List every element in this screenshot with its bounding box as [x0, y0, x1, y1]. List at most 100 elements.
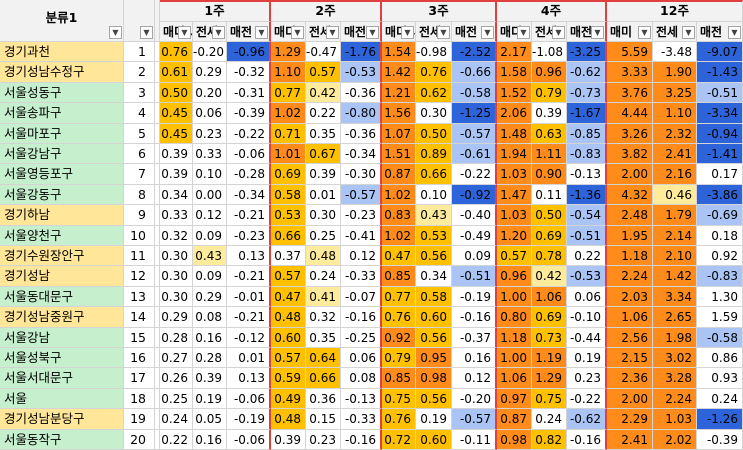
- index-header: ▼: [124, 0, 155, 42]
- value-cell: 0.39: [193, 368, 227, 389]
- filter-button[interactable]: ▼: [401, 26, 414, 39]
- filter-button[interactable]: ▼: [212, 26, 225, 39]
- value-cell: 1.00: [497, 287, 532, 307]
- spacer-cell: [155, 368, 160, 389]
- row-name: 서울강남구: [0, 144, 124, 164]
- value-cell: 0.58: [271, 185, 306, 205]
- value-cell: 3.28: [653, 368, 697, 389]
- value-cell: 2.17: [497, 42, 532, 62]
- spacer-header: [155, 0, 160, 42]
- value-cell: 0.25: [306, 226, 341, 246]
- value-cell: 0.76: [382, 307, 416, 328]
- value-cell: 0.80: [497, 307, 532, 328]
- value-cell: 0.48: [271, 307, 306, 328]
- value-cell: -1.08: [532, 42, 567, 62]
- value-cell: 0.53: [416, 226, 452, 246]
- value-cell: 0.16: [452, 348, 497, 368]
- week-3-col-1-header: 매디↓▼: [382, 22, 416, 42]
- row-name: 경기하남: [0, 205, 124, 226]
- value-cell: 0.46: [653, 185, 697, 205]
- value-cell: 0.92: [382, 328, 416, 348]
- value-cell: 3.02: [653, 348, 697, 368]
- value-cell: 0.50: [532, 205, 567, 226]
- value-cell: 0.50: [416, 124, 452, 144]
- value-cell: 0.57: [497, 246, 532, 266]
- row-name: 서울성북구: [0, 348, 124, 368]
- filter-button[interactable]: ▼: [517, 26, 530, 39]
- filter-button[interactable]: ▼: [178, 26, 191, 39]
- spacer-cell: [155, 328, 160, 348]
- value-cell: 4.32: [607, 185, 653, 205]
- week-4-col-1-header: 매디↓ ▼: [497, 22, 532, 42]
- week-header-1: 1주: [160, 0, 271, 22]
- sub-header-label: 매전: [344, 25, 367, 39]
- spacer-cell: [155, 185, 160, 205]
- index-filter-button[interactable]: ▼: [140, 26, 153, 39]
- filter-button[interactable]: ▼: [552, 26, 565, 39]
- filter-button[interactable]: ▼: [481, 26, 494, 39]
- value-cell: 0.53: [271, 205, 306, 226]
- value-cell: -3.86: [697, 185, 743, 205]
- value-cell: -0.12: [227, 328, 271, 348]
- value-cell: 3.76: [607, 83, 653, 103]
- value-cell: 0.23: [306, 430, 341, 450]
- spacer-cell: [155, 348, 160, 368]
- week-5-col-3-header: 매전 ▼: [697, 22, 743, 42]
- value-cell: 0.29: [160, 307, 193, 328]
- value-cell: 0.36: [306, 389, 341, 409]
- value-cell: 0.75: [382, 389, 416, 409]
- value-cell: -0.85: [567, 124, 607, 144]
- value-cell: 0.48: [306, 246, 341, 266]
- filter-button[interactable]: ▼: [682, 26, 695, 39]
- value-cell: -0.69: [697, 205, 743, 226]
- filter-button[interactable]: ▼: [255, 26, 268, 39]
- filter-button[interactable]: ▼: [437, 26, 450, 39]
- value-cell: 0.34: [416, 266, 452, 287]
- value-cell: 0.24: [532, 409, 567, 430]
- value-cell: 0.06: [341, 348, 382, 368]
- filter-button[interactable]: ▼: [291, 26, 304, 39]
- value-cell: 2.65: [653, 307, 697, 328]
- value-cell: 0.77: [382, 287, 416, 307]
- value-cell: 0.45: [160, 103, 193, 124]
- week-4-col-3-header: 매전 ▼: [567, 22, 607, 42]
- filter-button[interactable]: ▼: [366, 26, 379, 39]
- row-name: 서울마포구: [0, 124, 124, 144]
- category-filter-button[interactable]: ▼: [109, 26, 122, 39]
- value-cell: 1.18: [607, 246, 653, 266]
- spacer-cell: [155, 103, 160, 124]
- week-1-col-3-header: 매전 ▼: [227, 22, 271, 42]
- value-cell: -2.52: [452, 42, 497, 62]
- value-cell: 1.79: [653, 205, 697, 226]
- value-cell: -0.16: [341, 307, 382, 328]
- value-cell: -0.83: [697, 266, 743, 287]
- value-cell: 1.02: [271, 103, 306, 124]
- spacer-cell: [155, 205, 160, 226]
- value-cell: 1.06: [532, 287, 567, 307]
- value-cell: -0.40: [452, 205, 497, 226]
- value-cell: 0.00: [193, 185, 227, 205]
- week-header-2: 2주: [271, 0, 382, 22]
- value-cell: 1.56: [382, 103, 416, 124]
- value-cell: 0.13: [227, 246, 271, 266]
- value-cell: 1.11: [532, 144, 567, 164]
- spacer-cell: [155, 287, 160, 307]
- value-cell: 1.03: [497, 205, 532, 226]
- week-1-col-1-header: 매디↓▼: [160, 22, 193, 42]
- value-cell: -0.34: [341, 144, 382, 164]
- value-cell: 0.87: [382, 164, 416, 185]
- row-index: 7: [124, 164, 155, 185]
- filter-button[interactable]: ▼: [638, 26, 651, 39]
- value-cell: 0.62: [416, 83, 452, 103]
- value-cell: 0.50: [160, 83, 193, 103]
- row-index: 12: [124, 266, 155, 287]
- value-cell: -0.83: [567, 144, 607, 164]
- filter-button[interactable]: ▼: [728, 26, 741, 39]
- value-cell: 1.03: [653, 409, 697, 430]
- filter-button[interactable]: ▼: [591, 26, 604, 39]
- value-cell: 2.16: [653, 164, 697, 185]
- filter-button[interactable]: ▼: [326, 26, 339, 39]
- value-cell: 0.35: [306, 328, 341, 348]
- value-cell: 0.85: [382, 368, 416, 389]
- spacer-cell: [155, 42, 160, 62]
